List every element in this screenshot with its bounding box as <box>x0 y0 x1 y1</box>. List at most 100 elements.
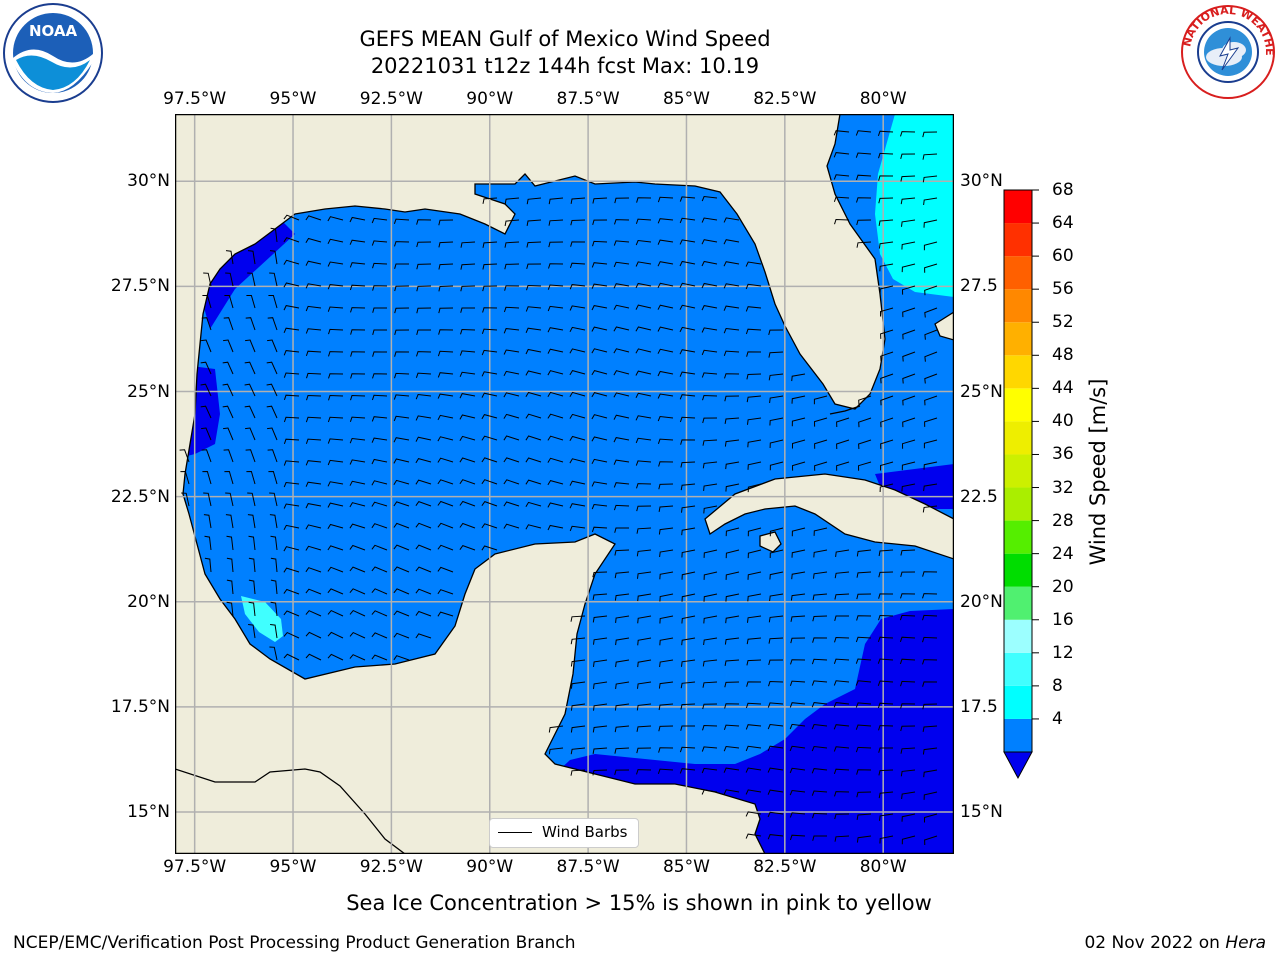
wind-barb <box>481 349 498 356</box>
wind-barb <box>900 703 916 709</box>
lat-label-right: 25°N <box>960 381 1003 402</box>
wind-barb <box>415 544 432 551</box>
wind-barb <box>637 615 652 624</box>
wind-barb <box>746 395 762 403</box>
lon-label-top: 97.5°W <box>163 89 227 109</box>
wind-barb <box>901 219 916 227</box>
wind-barb <box>923 461 938 470</box>
wind-barb <box>701 239 718 245</box>
wind-barb <box>725 593 740 602</box>
wind-barb <box>899 636 916 643</box>
wind-barb <box>349 416 366 422</box>
wind-barb <box>615 615 630 623</box>
wind-barb <box>270 227 278 243</box>
wind-barb <box>636 769 652 775</box>
wind-barb <box>415 633 432 639</box>
wind-barb <box>569 503 586 509</box>
wind-barb <box>525 479 542 485</box>
wind-barb <box>459 545 476 551</box>
wind-barb <box>658 681 674 689</box>
wind-barb <box>481 435 498 441</box>
wind-barb <box>327 306 344 312</box>
wind-barb <box>570 681 586 689</box>
isla-de-juventud <box>759 531 782 553</box>
wind-barb <box>657 218 674 224</box>
wind-barb <box>415 522 432 529</box>
map-canvas <box>175 114 954 854</box>
wind-barb <box>350 394 366 401</box>
wind-barb <box>459 479 476 485</box>
wind-barb <box>349 566 366 573</box>
lat-label-right: 27.5 <box>960 276 998 297</box>
wind-barb <box>658 461 674 467</box>
wind-barb <box>681 637 696 646</box>
wind-barb <box>857 461 872 471</box>
wind-barb <box>548 197 564 205</box>
wind-barb <box>349 284 366 291</box>
wind-barb <box>813 395 828 405</box>
wind-barb <box>834 791 850 797</box>
wind-barb <box>769 549 784 559</box>
lon-label-top: 80°W <box>859 89 907 109</box>
wind-barb <box>305 305 322 312</box>
wind-barb <box>437 589 454 595</box>
wind-barb <box>223 317 234 331</box>
colorbar-tick-label: 60 <box>1052 246 1074 267</box>
wind-barb <box>657 438 674 444</box>
lon-label-bottom: 85°W <box>662 857 710 877</box>
wind-barb <box>878 241 894 249</box>
wind-barb <box>900 131 916 137</box>
wind-barb <box>504 197 520 205</box>
wind-barb <box>745 328 762 335</box>
wind-barb <box>791 571 806 580</box>
wind-barb <box>747 615 762 623</box>
wind-barb <box>812 812 828 819</box>
wind-barb <box>923 791 938 800</box>
wind-barb <box>438 263 454 270</box>
wind-barb <box>811 702 828 708</box>
wind-barb <box>901 439 916 449</box>
wind-barb <box>680 461 696 468</box>
lat-label-left: 25°N <box>127 381 170 402</box>
wind-barb <box>701 372 718 378</box>
wind-barb <box>615 681 630 689</box>
wind-barb <box>547 435 564 441</box>
wind-barb <box>701 349 718 356</box>
wind-barb <box>702 681 718 688</box>
wind-barb <box>614 219 630 225</box>
wind-barb <box>459 457 476 463</box>
wind-barb <box>569 413 586 419</box>
wind-barb <box>201 339 212 353</box>
wind-barb <box>747 571 762 580</box>
wind-barb <box>569 370 586 376</box>
lat-label-right: 17.5 <box>960 696 998 717</box>
wind-barb <box>833 174 850 180</box>
wind-barb <box>327 523 344 530</box>
wind-barb <box>768 329 784 336</box>
wind-barb <box>592 747 608 754</box>
wind-barb <box>437 611 454 617</box>
wind-barb <box>327 502 344 508</box>
wind-barb <box>225 514 234 529</box>
wind-barb <box>438 329 454 335</box>
wind-barb <box>481 501 498 507</box>
wind-barb <box>723 789 740 795</box>
wind-barb <box>769 439 784 449</box>
wind-barb <box>745 702 762 709</box>
wind-barb <box>266 405 278 419</box>
wind-barb <box>305 260 322 266</box>
wind-barb <box>812 835 827 841</box>
wind-barb <box>635 415 652 421</box>
wind-barb <box>635 460 652 466</box>
wind-barb <box>225 492 234 507</box>
wind-barb <box>201 317 212 331</box>
wind-barb <box>222 361 234 375</box>
wind-barb <box>636 483 652 489</box>
wind-barb <box>437 393 454 399</box>
wind-barb <box>635 261 652 267</box>
wind-barb <box>791 549 806 558</box>
wind-barb <box>503 306 520 313</box>
wind-barb <box>613 414 630 420</box>
wind-barb <box>659 637 674 646</box>
colorbar-tick-label: 56 <box>1052 279 1074 300</box>
